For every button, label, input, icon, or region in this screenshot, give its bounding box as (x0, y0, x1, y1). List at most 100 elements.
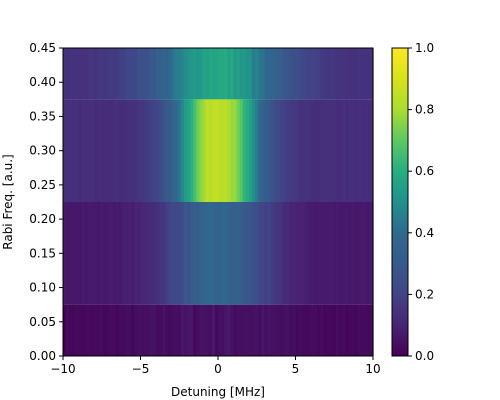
heatmap-cell (280, 304, 284, 356)
heatmap-cell (320, 304, 324, 356)
heatmap-cell (329, 304, 334, 356)
y-tick-label: 0.15 (29, 246, 56, 260)
heatmap-cell (252, 202, 256, 305)
heatmap-cell (360, 304, 365, 356)
heatmap-cell (152, 304, 157, 356)
heatmap-cell (152, 202, 157, 305)
heatmap-cell (230, 48, 235, 100)
heatmap-cell (273, 99, 278, 202)
heatmap-cell (224, 99, 228, 202)
heatmap-cell (342, 48, 346, 100)
heatmap-cells (63, 48, 374, 356)
heatmap-cell (270, 48, 275, 100)
heatmap-cell (180, 202, 185, 305)
heatmap-cell (289, 48, 293, 100)
heatmap-cell (323, 202, 328, 305)
heatmap-cell (202, 48, 207, 100)
heatmap-cell (242, 202, 247, 305)
heatmap-cell (357, 202, 362, 305)
heatmap-cell (280, 202, 284, 305)
heatmap-cell (329, 99, 334, 202)
heatmap-cell (177, 304, 182, 356)
heatmap-cell (342, 99, 346, 202)
heatmap-cell (264, 202, 269, 305)
heatmap-cell (94, 99, 98, 202)
heatmap-cell (149, 304, 154, 356)
heatmap-cell (196, 48, 200, 100)
heatmap-cell (156, 304, 160, 356)
heatmap-cell (168, 202, 173, 305)
heatmap-cell (221, 48, 225, 100)
heatmap-cell (131, 48, 135, 100)
heatmap-cell (354, 202, 359, 305)
heatmap-cell (90, 202, 95, 305)
heatmap-cell (261, 48, 266, 100)
heatmap-cell (180, 304, 185, 356)
heatmap-cell (255, 99, 259, 202)
heatmap-cell (168, 48, 173, 100)
heatmap-cell (342, 304, 346, 356)
heatmap-cell (149, 202, 154, 305)
heatmap-cell (218, 99, 222, 202)
heatmap-cell (301, 48, 306, 100)
heatmap-cell (87, 202, 92, 305)
heatmap-cell (131, 99, 135, 202)
y-tick-label: 0.45 (29, 41, 56, 55)
heatmap-cell (115, 48, 120, 100)
heatmap-cell (103, 202, 107, 305)
heatmap-cell (66, 202, 70, 305)
heatmap-cell (273, 304, 278, 356)
heatmap-cell (112, 304, 117, 356)
y-tick-label: 0.35 (29, 109, 56, 123)
heatmap-cell (109, 202, 114, 305)
heatmap-cell (190, 304, 194, 356)
heatmap-cell (357, 304, 362, 356)
heatmap-cell (369, 304, 374, 356)
heatmap-cell (363, 99, 368, 202)
heatmap-cell (112, 48, 117, 100)
heatmap-cell (239, 304, 244, 356)
heatmap-cell (221, 99, 225, 202)
x-tick-label: 10 (365, 362, 380, 376)
y-axis-ticks: 0.00 0.05 0.10 0.15 0.20 0.25 0.30 0.35 0.40 0.45 (29, 41, 63, 363)
heatmap-cell (214, 99, 219, 202)
heatmap-cell (351, 99, 355, 202)
heatmap-cell (143, 304, 148, 356)
heatmap-cell (360, 202, 365, 305)
heatmap-cell (249, 48, 253, 100)
heatmap-cell (236, 304, 241, 356)
heatmap-cell (131, 202, 135, 305)
heatmap-cell (134, 99, 138, 202)
heatmap-cell (199, 99, 204, 202)
heatmap-cell (199, 48, 204, 100)
heatmap-cell (115, 202, 120, 305)
heatmap-cell (211, 202, 216, 305)
heatmap-cell (354, 304, 359, 356)
heatmap-cell (146, 304, 151, 356)
heatmap-cell (326, 202, 331, 305)
heatmap-cell (128, 202, 132, 305)
heatmap-cell (357, 48, 362, 100)
heatmap-cell (211, 304, 216, 356)
heatmap-cell (140, 48, 145, 100)
heatmap-cell (171, 304, 176, 356)
heatmap-cell (121, 304, 126, 356)
heatmap-cell (208, 304, 213, 356)
heatmap-cell (134, 202, 138, 305)
heatmap-cell (270, 304, 275, 356)
heatmap-cell (118, 202, 123, 305)
heatmap-cell (63, 99, 67, 202)
heatmap-cell (63, 202, 67, 305)
heatmap-cell (236, 99, 241, 202)
colorbar (391, 47, 409, 357)
heatmap-cell (307, 48, 312, 100)
heatmap-cell (205, 48, 210, 100)
heatmap-cell (134, 304, 138, 356)
heatmap-cell (81, 202, 86, 305)
heatmap-cell (338, 48, 343, 100)
heatmap-cell (314, 202, 318, 305)
heatmap-cell (245, 202, 250, 305)
heatmap-cell (307, 99, 312, 202)
heatmap-cell (323, 48, 328, 100)
heatmap-cell (360, 99, 365, 202)
